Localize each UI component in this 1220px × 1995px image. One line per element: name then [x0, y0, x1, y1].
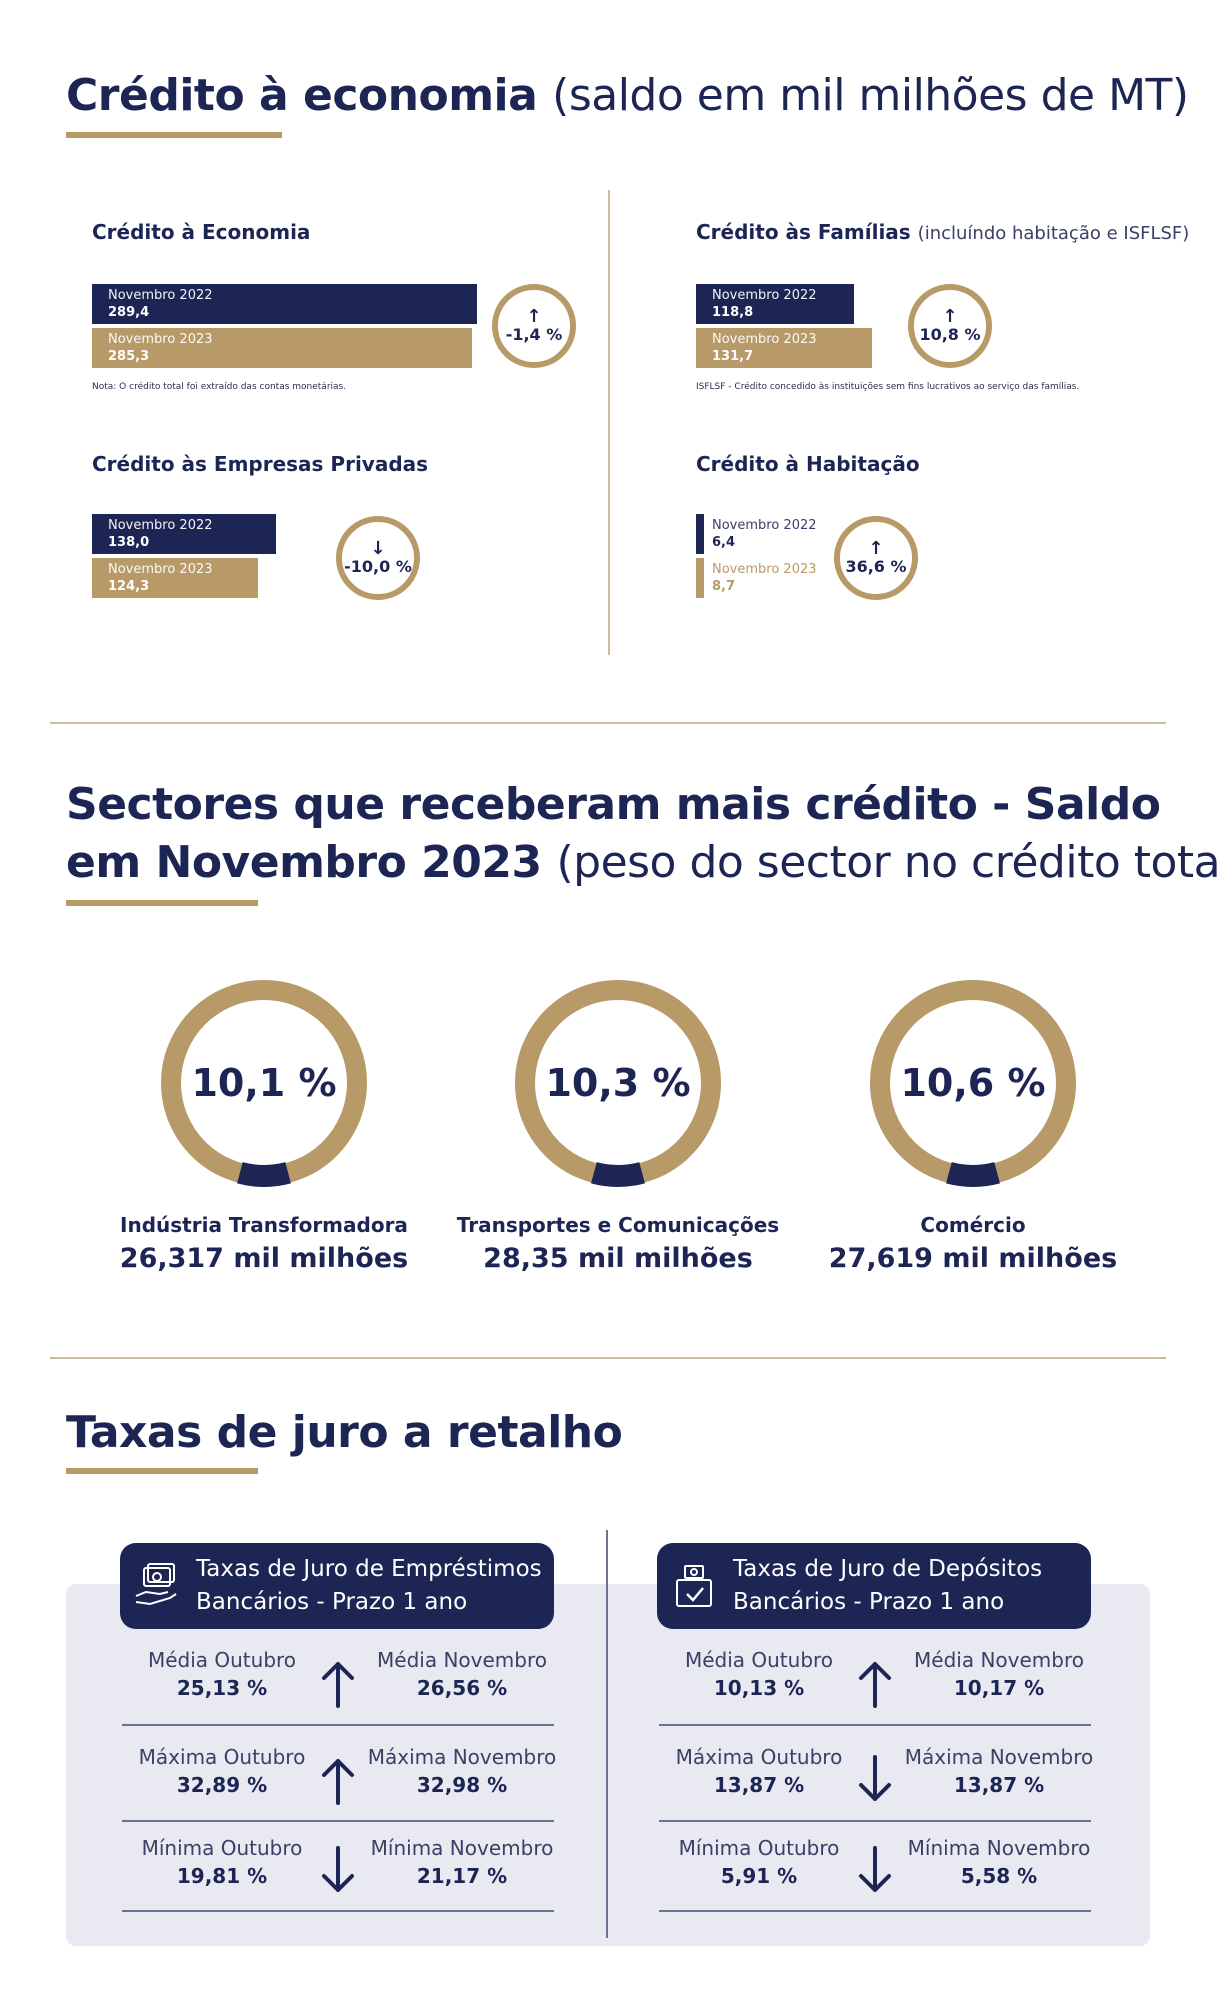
row-divider — [122, 1724, 554, 1726]
change-circle-familias: ↑ 10,8 % — [908, 284, 992, 368]
arrow-up-icon: ↑ — [942, 305, 958, 327]
rate-row-minima-depositos: Mínima Outubro 5,91 % Mínima Novembro 5,… — [659, 1836, 1091, 1932]
row-divider — [659, 1910, 1091, 1912]
rates-divider — [606, 1530, 608, 1938]
block-title-familias: Crédito às Famílias (incluíndo habitação… — [696, 220, 1190, 244]
ring-gauge-icon — [161, 980, 367, 1187]
bar-familias-2023: Novembro 2023 131,7 — [696, 328, 872, 368]
sector-pct: 10,1 % — [191, 1061, 337, 1105]
rate-row-maxima-depositos: Máxima Outubro 13,87 % Máxima Novembro 1… — [659, 1745, 1093, 1841]
row-divider — [659, 1724, 1091, 1726]
label-habitacao-2023: Novembro 2023 8,7 — [712, 562, 817, 594]
bar-habitacao-2023 — [696, 558, 704, 598]
rate-row-minima-emprestimos: Mínima Outubro 19,81 % Mínima Novembro 2… — [122, 1836, 554, 1932]
section-title-credito: Crédito à economia (saldo em mil milhões… — [66, 70, 1189, 121]
row-divider — [122, 1820, 554, 1822]
ring-gauge-icon — [515, 980, 721, 1187]
rate-row-media-depositos: Média Outubro 10,13 % Média Novembro 10,… — [659, 1648, 1091, 1744]
arrow-up-icon: ↑ — [526, 305, 542, 327]
rate-row-media-emprestimos: Média Outubro 25,13 % Média Novembro 26,… — [122, 1648, 554, 1744]
sector-pct: 10,6 % — [900, 1061, 1046, 1105]
sector-ring-2: 10,3 % — [513, 978, 723, 1188]
header-emprestimos: Taxas de Juro de Empréstimos Bancários -… — [120, 1543, 554, 1629]
bar-empresas-2022: Novembro 2022 138,0 — [92, 514, 276, 554]
title-underline — [66, 1468, 258, 1474]
bar-habitacao-2022 — [696, 514, 704, 554]
bar-economia-2022: Novembro 2022 289,4 — [92, 284, 477, 324]
sector-ring-3: 10,6 % — [868, 978, 1078, 1188]
section-divider — [50, 722, 1166, 724]
note-economia: Nota: O crédito total foi extraído das c… — [92, 382, 347, 392]
arrow-down-icon — [859, 1846, 891, 1892]
sector-ring-1: 10,1 % — [159, 978, 369, 1188]
bar-economia-2023: Novembro 2023 285,3 — [92, 328, 472, 368]
arrow-up-icon — [322, 1662, 354, 1708]
arrow-down-icon — [322, 1846, 354, 1892]
block-title-habitacao: Crédito à Habitação — [696, 452, 920, 476]
rate-row-maxima-emprestimos: Máxima Outubro 32,89 % Máxima Novembro 3… — [122, 1745, 556, 1841]
label-habitacao-2022: Novembro 2022 6,4 — [712, 518, 817, 550]
row-divider — [122, 1910, 554, 1912]
rates-panel-background — [66, 1584, 1150, 1946]
sector-name: Comércio — [920, 1213, 1026, 1237]
arrow-down-icon: ↓ — [370, 537, 386, 559]
money-hand-icon — [135, 1563, 177, 1606]
arrow-up-icon: ↑ — [868, 537, 884, 559]
bar-empresas-2023: Novembro 2023 124,3 — [92, 558, 258, 598]
title-underline — [66, 132, 282, 138]
change-circle-habitacao: ↑ 36,6 % — [834, 516, 918, 600]
header-depositos: Taxas de Juro de Depósitos Bancários - P… — [657, 1543, 1091, 1629]
arrow-down-icon — [859, 1755, 891, 1801]
block-title-empresas: Crédito às Empresas Privadas — [92, 452, 429, 476]
deposit-box-icon — [676, 1565, 712, 1607]
sector-name: Transportes e Comunicações — [456, 1213, 780, 1237]
row-divider — [659, 1820, 1091, 1822]
sector-pct: 10,3 % — [545, 1061, 691, 1105]
arrow-up-icon — [859, 1662, 891, 1708]
sector-value: 27,619 mil milhões — [828, 1243, 1118, 1274]
title-underline — [66, 900, 258, 906]
ring-gauge-icon — [870, 980, 1076, 1187]
sector-value: 28,35 mil milhões — [483, 1243, 753, 1274]
sector-name: Indústria Transformadora — [120, 1213, 408, 1237]
change-circle-economia: ↑ -1,4 % — [492, 284, 576, 368]
change-circle-empresas: ↓ -10,0 % — [336, 516, 420, 600]
note-familias: ISFLSF - Crédito concedido às instituiçõ… — [696, 382, 1080, 392]
arrow-up-icon — [322, 1759, 354, 1805]
section-title-taxas: Taxas de juro a retalho — [66, 1407, 623, 1458]
section1-divider — [608, 190, 610, 655]
section-divider — [50, 1357, 1166, 1359]
sector-value: 26,317 mil milhões — [119, 1243, 409, 1274]
block-title-economia: Crédito à Economia — [92, 220, 311, 244]
section-title-sectores: Sectores que receberam mais crédito - Sa… — [66, 779, 1220, 888]
bar-familias-2022: Novembro 2022 118,8 — [696, 284, 854, 324]
